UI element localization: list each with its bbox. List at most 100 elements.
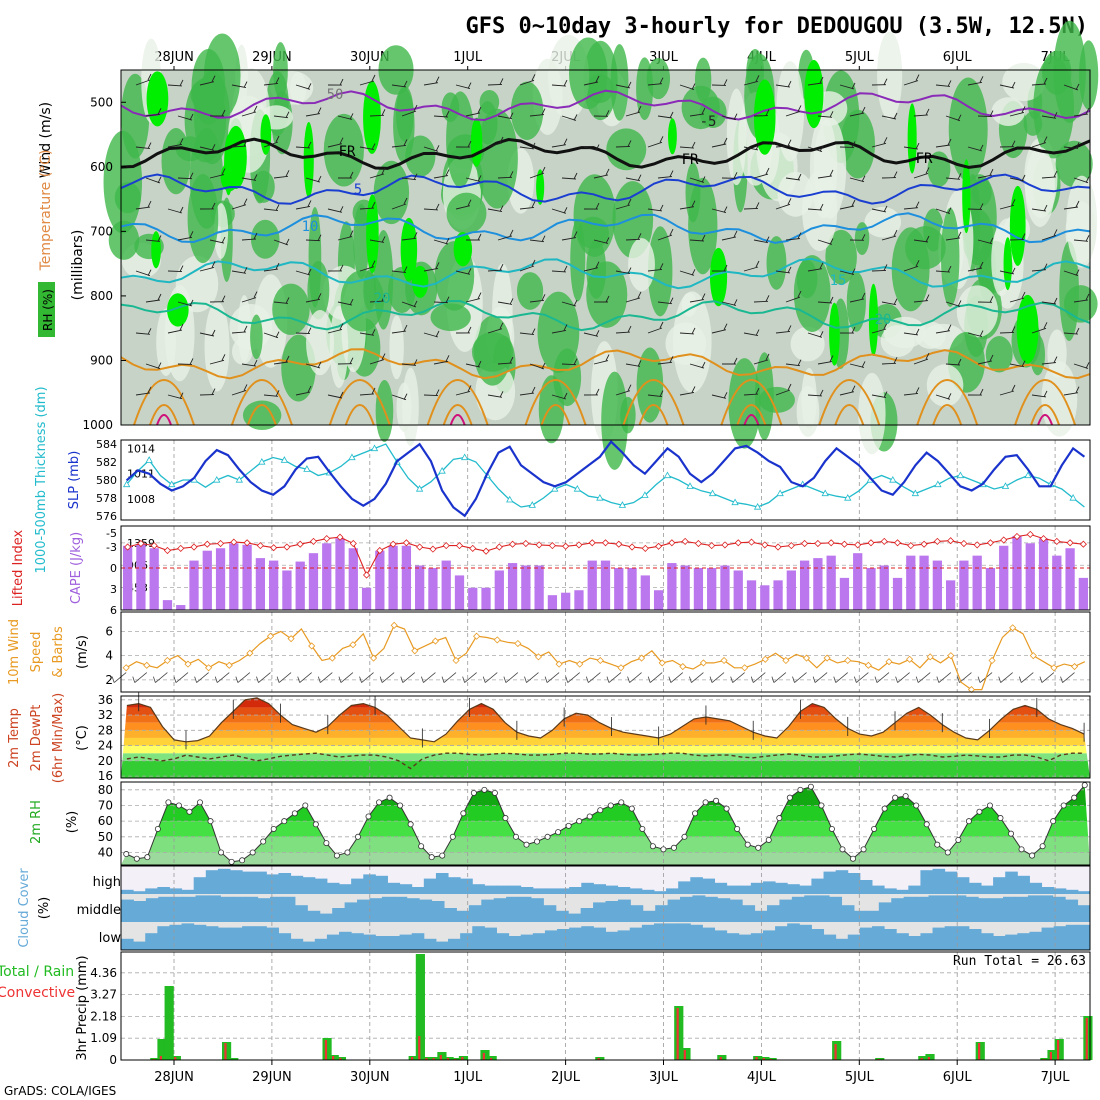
wind10-marker [844,656,852,665]
cape-bar [136,544,146,610]
wind-barb [711,137,728,148]
rh-shade-blob [726,88,747,186]
cloud-low-cell [581,926,594,950]
cloud-low-cell [484,927,497,950]
cloud-high-cell [254,871,267,894]
wind-barb [935,207,952,215]
rh-marker [249,849,256,856]
wind-barb [231,325,248,334]
wind-barb [167,138,184,148]
rh-marker [576,818,583,825]
rh-shade-blob [864,206,902,238]
wind-barb [849,292,866,303]
cape-bar [202,550,212,610]
wind10-barb [689,672,704,683]
cape-bar [839,577,850,610]
wind10-marker [741,664,749,672]
li-marker [893,539,902,547]
wind-barb [338,171,354,179]
rh-shade-blob [766,236,787,290]
wind-barb [423,389,440,397]
wind-barb [327,137,344,148]
thickness-marker [122,480,131,488]
cloud-low-cell [217,927,231,950]
li-marker [230,538,238,546]
rh-saturated-blob [709,247,728,307]
rh-shade-blob [242,400,282,430]
cloud-middle-cell [1015,896,1029,922]
wind-barb [743,75,760,86]
cape-bar [149,548,159,610]
precip-total-bar [760,1057,770,1060]
precip-tick-label: 4.36 [90,966,117,980]
slp-tick-label: 1011 [127,468,155,481]
contour-label: 20 [374,291,391,307]
precip-convective-bar [1049,1052,1053,1060]
cloud-low-cell [823,934,837,950]
wind-barb [1009,360,1026,368]
wind-barb [497,171,514,179]
contour-label: -5 [700,114,717,130]
wind-barb [967,203,984,210]
wind-barb [1041,356,1058,365]
li-marker [296,540,304,548]
date-label-bottom: 2JUL [551,1070,581,1085]
wind-barb [583,144,600,152]
temperature-contour-30 [133,379,195,426]
cloud-middle-cell [145,898,159,922]
wind-barb [753,295,770,303]
thickness-marker [415,484,424,492]
cape-bar [693,568,704,610]
contour-label: 10 [302,219,319,235]
rh-shade-blob [203,33,241,118]
precip-total-bar [753,1056,763,1060]
contour-label: 20 [875,312,892,328]
wind-barb [273,297,290,304]
wind-barb [401,232,418,241]
cloud-high-cell [339,884,352,894]
rh-shade-blob [991,97,1026,127]
cape-bar [428,568,438,610]
li-marker [495,543,503,551]
cloud-low-cell [835,938,849,950]
wind-barb [231,384,248,396]
cloud-middle-cell [1052,896,1066,922]
precip-total-bar [150,1058,160,1060]
cloud-middle-cell [630,905,644,922]
wind-barb [359,201,376,210]
wind10-barb [524,672,539,683]
cloud-middle-cell [680,896,693,922]
wind-barb [305,234,322,242]
wind-barb [711,392,728,399]
rh-shade-blob [323,113,364,187]
cloud-low-cell [496,933,510,950]
rh-marker [534,838,541,845]
wind-barb [1031,136,1048,148]
cloud-high-cell [581,882,594,894]
precip-convective-bar [927,1057,930,1060]
cloud-low-cell [157,926,170,950]
precip-total-bar [415,954,425,1060]
cloud-middle-cell [543,905,557,922]
cloud-high-cell [593,884,606,894]
wind-barb [945,114,962,122]
wind10-marker [534,653,543,661]
wind-barb [913,235,930,243]
wind-barb [913,108,930,117]
cloud-high-cell [980,885,994,894]
wind-barb [337,357,354,365]
wind-barb [263,77,280,86]
cape-bar [640,575,650,610]
wind10-marker [782,656,790,665]
li-marker [548,542,556,550]
thickness-marker [708,489,717,497]
li-marker [203,540,211,548]
wind10-barb [421,672,436,683]
wind10-marker [596,656,604,665]
wind-barb [1063,327,1080,335]
wind-barb [210,109,226,117]
cloud-row-label-high: high [93,875,121,890]
cloud-middle-cell [456,910,470,922]
wind-barb [209,354,226,365]
wind-barb [337,113,354,120]
